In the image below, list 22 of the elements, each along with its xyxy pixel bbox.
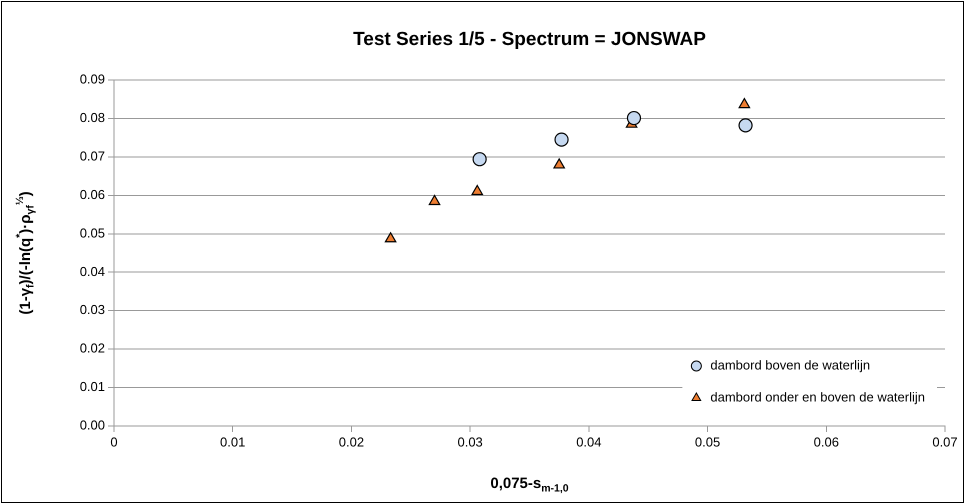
x-tick-label: 0.02 (338, 434, 364, 450)
y-tick-label: 0.06 (80, 186, 105, 202)
x-tick-label: 0.01 (220, 434, 246, 450)
y-tick-label: 0.05 (80, 225, 105, 240)
legend-label: dambord boven de waterlijn (710, 358, 870, 373)
y-tick-label: 0.01 (80, 379, 105, 394)
y-tick-label: 0.07 (80, 148, 105, 164)
y-tick-label: 0.08 (80, 110, 105, 126)
x-tick-label: 0.06 (814, 434, 839, 450)
x-tick-label: 0.05 (694, 434, 720, 450)
x-tick-label: 0.07 (932, 434, 958, 450)
x-tick-label: 0.03 (457, 434, 483, 450)
y-tick-label: 0.02 (80, 340, 105, 356)
y-tick-label: 0.09 (80, 72, 105, 87)
legend-label: dambord onder en boven de waterlijn (710, 390, 925, 405)
x-tick-label: 0.04 (576, 434, 602, 450)
y-axis-title: (1-γf)/(-ln(q*)·ργf⅓) (14, 191, 36, 315)
y-tick-label: 0.04 (80, 264, 105, 279)
y-tick-label: 0.00 (80, 418, 105, 433)
y-tick-label: 0.03 (80, 302, 105, 318)
chart-title: Test Series 1/5 - Spectrum = JONSWAP (353, 29, 706, 50)
x-tick-label: 0 (110, 434, 118, 450)
